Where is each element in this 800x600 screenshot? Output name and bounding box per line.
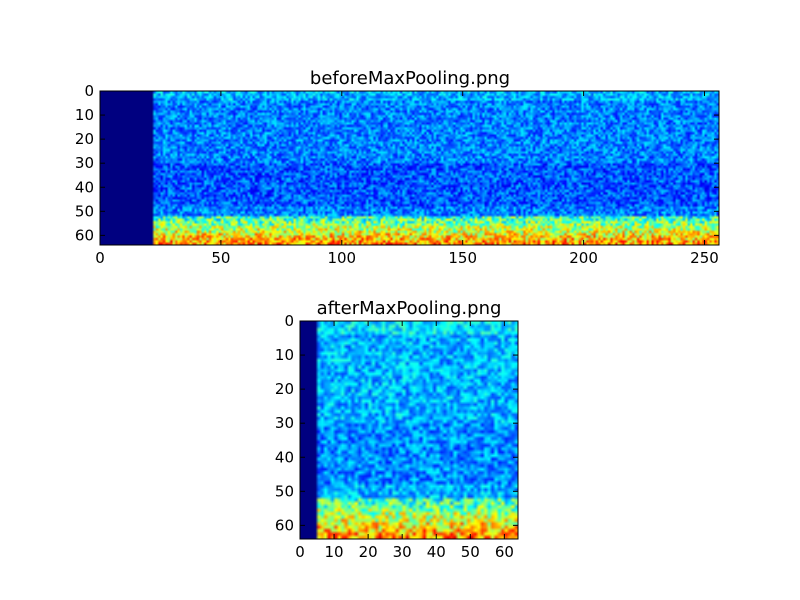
x-tick-label: 250 xyxy=(690,249,719,267)
heatmap-after-max-pooling xyxy=(300,321,518,539)
x-tick-label: 100 xyxy=(327,249,356,267)
x-tick-label: 200 xyxy=(569,249,598,267)
y-tick-label: 40 xyxy=(275,448,294,466)
x-tick-label: 150 xyxy=(448,249,477,267)
y-tick-label: 60 xyxy=(75,226,94,244)
y-tick-label: 20 xyxy=(75,130,94,148)
x-tick-label: 60 xyxy=(495,543,514,561)
x-tick-label: 50 xyxy=(211,249,230,267)
y-tick-label: 50 xyxy=(275,482,294,500)
y-tick-label: 10 xyxy=(75,106,94,124)
y-tick-label: 10 xyxy=(275,346,294,364)
y-tick-label: 60 xyxy=(275,516,294,534)
chart-title: afterMaxPooling.png xyxy=(317,298,502,319)
x-tick-label: 40 xyxy=(427,543,446,561)
chart-title: beforeMaxPooling.png xyxy=(310,68,510,89)
y-tick-label: 30 xyxy=(275,414,294,432)
y-tick-label: 50 xyxy=(75,202,94,220)
y-tick-label: 40 xyxy=(75,178,94,196)
x-tick-label: 20 xyxy=(359,543,378,561)
y-tick-label: 20 xyxy=(275,380,294,398)
y-tick-label: 30 xyxy=(75,154,94,172)
y-tick-label: 0 xyxy=(84,82,94,100)
x-tick-label: 10 xyxy=(325,543,344,561)
x-tick-label: 30 xyxy=(393,543,412,561)
x-tick-label: 50 xyxy=(461,543,480,561)
heatmap-before-max-pooling xyxy=(100,91,719,245)
x-tick-label: 0 xyxy=(295,543,305,561)
x-tick-label: 0 xyxy=(95,249,105,267)
y-tick-label: 0 xyxy=(284,312,294,330)
